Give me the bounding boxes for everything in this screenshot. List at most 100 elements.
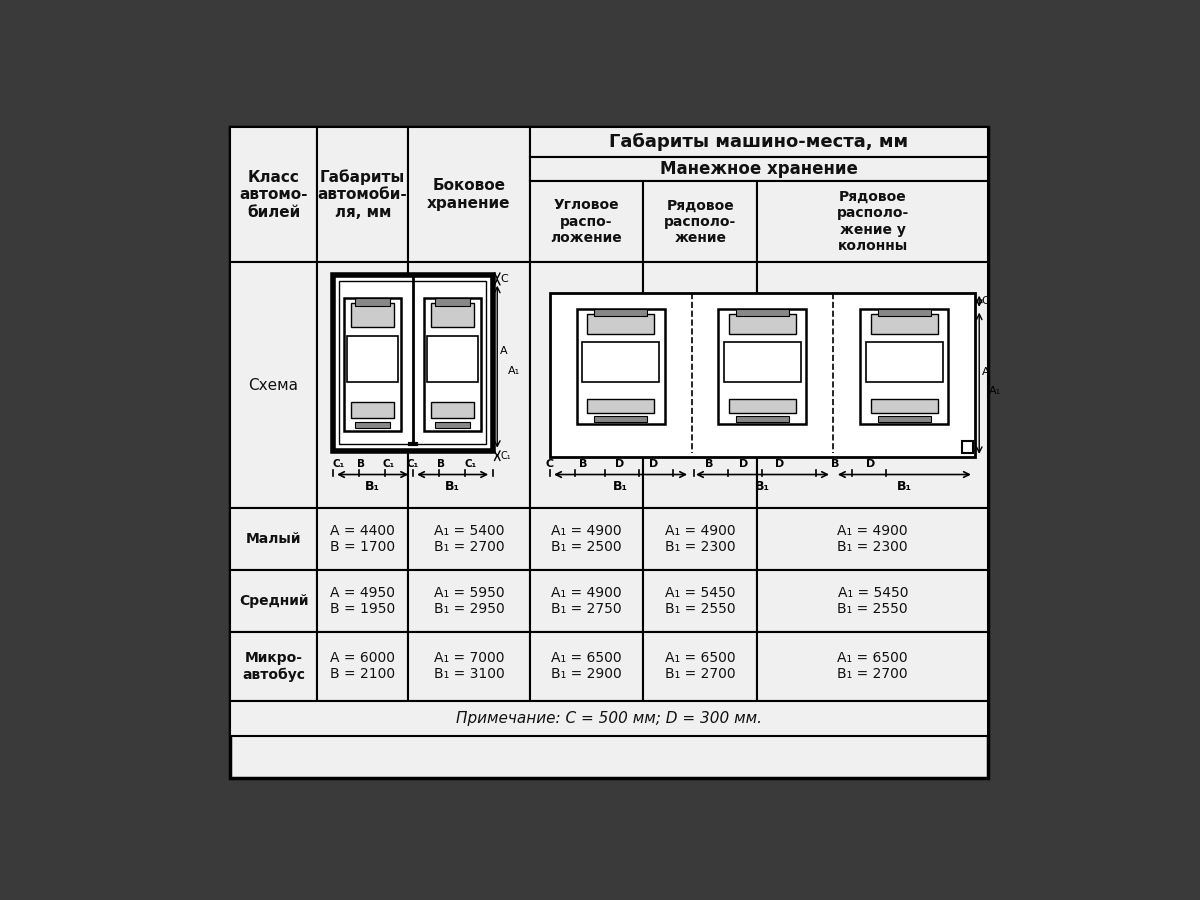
Text: Схема: Схема — [248, 378, 299, 392]
Bar — [757, 508, 989, 570]
Text: B₁: B₁ — [445, 481, 460, 493]
Text: A₁: A₁ — [508, 365, 520, 375]
Bar — [332, 275, 493, 451]
Bar — [436, 298, 470, 306]
Bar — [230, 632, 317, 701]
Text: Угловое
распо-
ложение: Угловое распо- ложение — [551, 198, 623, 245]
Text: A₁ = 6500
B₁ = 2900: A₁ = 6500 B₁ = 2900 — [551, 652, 622, 681]
Text: C: C — [546, 459, 553, 469]
Text: A₁ = 4900
B₁ = 2300: A₁ = 4900 B₁ = 2300 — [838, 524, 908, 554]
Text: Примечание: C = 500 мм; D = 300 мм.: Примечание: C = 500 мм; D = 300 мм. — [456, 711, 762, 725]
Text: Микро-
автобус: Микро- автобус — [242, 651, 305, 681]
Bar — [230, 127, 317, 262]
Text: A₁ = 4900
B₁ = 2750: A₁ = 4900 B₁ = 2750 — [551, 586, 622, 616]
Bar — [431, 303, 474, 327]
Text: B: B — [706, 459, 714, 469]
Text: A = 4400
B = 1700: A = 4400 B = 1700 — [330, 524, 395, 554]
Text: Боковое
хранение: Боковое хранение — [427, 178, 511, 211]
Bar — [582, 342, 659, 382]
Bar — [230, 127, 989, 778]
Bar — [529, 181, 643, 262]
Text: B₁: B₁ — [365, 481, 380, 493]
Bar — [757, 262, 989, 508]
Bar — [344, 298, 401, 431]
Text: C₁: C₁ — [332, 459, 346, 469]
Text: D: D — [649, 459, 659, 469]
Text: B: B — [438, 459, 445, 469]
Bar — [878, 310, 931, 316]
Bar — [757, 570, 989, 632]
Bar — [643, 632, 757, 701]
Bar — [408, 570, 529, 632]
Text: C: C — [982, 296, 989, 306]
Bar — [529, 262, 643, 508]
Bar — [424, 298, 481, 431]
Bar — [878, 416, 931, 422]
Bar — [587, 399, 654, 412]
Bar — [338, 281, 486, 445]
Bar — [643, 570, 757, 632]
Text: C: C — [500, 274, 508, 284]
Bar — [408, 632, 529, 701]
Bar — [871, 314, 938, 335]
Text: A₁ = 5950
B₁ = 2950: A₁ = 5950 B₁ = 2950 — [433, 586, 504, 616]
Text: Средний: Средний — [239, 594, 308, 608]
Bar — [230, 701, 989, 735]
Text: D: D — [616, 459, 624, 469]
Text: A: A — [982, 366, 989, 377]
Text: D: D — [775, 459, 784, 469]
Text: B: B — [580, 459, 588, 469]
Text: C₁: C₁ — [500, 451, 511, 461]
Bar — [529, 157, 989, 181]
Bar — [355, 422, 390, 428]
Bar — [427, 336, 478, 382]
Bar — [317, 127, 408, 262]
Bar — [431, 401, 474, 418]
Text: B: B — [830, 459, 839, 469]
Text: Габариты машино-места, мм: Габариты машино-места, мм — [610, 133, 908, 151]
Bar — [643, 181, 757, 262]
Text: Рядовое
располо-
жение у
колонны: Рядовое располо- жение у колонны — [836, 190, 908, 253]
Bar — [317, 632, 408, 701]
Text: B₁: B₁ — [755, 481, 770, 493]
Bar — [408, 262, 529, 508]
Bar — [643, 508, 757, 570]
Text: A₁: A₁ — [989, 386, 1001, 396]
Bar — [350, 401, 395, 418]
Text: B₁: B₁ — [613, 481, 628, 493]
Bar — [587, 314, 654, 335]
Bar — [529, 508, 643, 570]
Bar — [757, 181, 989, 262]
Text: A = 4950
B = 1950: A = 4950 B = 1950 — [330, 586, 395, 616]
Bar — [230, 570, 317, 632]
Bar — [736, 416, 788, 422]
Bar — [865, 342, 943, 382]
Bar — [230, 262, 317, 508]
Bar — [576, 310, 665, 424]
Text: A: A — [500, 346, 508, 356]
Bar — [719, 310, 806, 424]
Bar — [860, 310, 948, 424]
Bar — [230, 508, 317, 570]
Text: C₁: C₁ — [383, 459, 395, 469]
Text: Малый: Малый — [246, 532, 301, 546]
Text: A₁ = 5400
B₁ = 2700: A₁ = 5400 B₁ = 2700 — [433, 524, 504, 554]
Text: A₁ = 5450
B₁ = 2550: A₁ = 5450 B₁ = 2550 — [665, 586, 736, 616]
Text: Класс
автомо-
билей: Класс автомо- билей — [239, 170, 308, 220]
Text: A₁ = 6500
B₁ = 2700: A₁ = 6500 B₁ = 2700 — [838, 652, 908, 681]
Bar — [730, 399, 796, 412]
Text: A₁ = 5450
B₁ = 2550: A₁ = 5450 B₁ = 2550 — [838, 586, 908, 616]
Bar — [594, 310, 647, 316]
Bar — [550, 292, 976, 457]
Bar — [529, 127, 989, 157]
Bar — [408, 508, 529, 570]
Text: Рядовое
располо-
жение: Рядовое располо- жение — [664, 198, 737, 245]
Text: A₁ = 7000
B₁ = 3100: A₁ = 7000 B₁ = 3100 — [433, 652, 504, 681]
Text: A₁ = 4900
B₁ = 2300: A₁ = 4900 B₁ = 2300 — [665, 524, 736, 554]
Bar — [355, 298, 390, 306]
Bar — [757, 632, 989, 701]
Bar — [871, 399, 938, 412]
Text: C₁: C₁ — [407, 459, 419, 469]
Bar — [347, 336, 398, 382]
Bar — [529, 570, 643, 632]
